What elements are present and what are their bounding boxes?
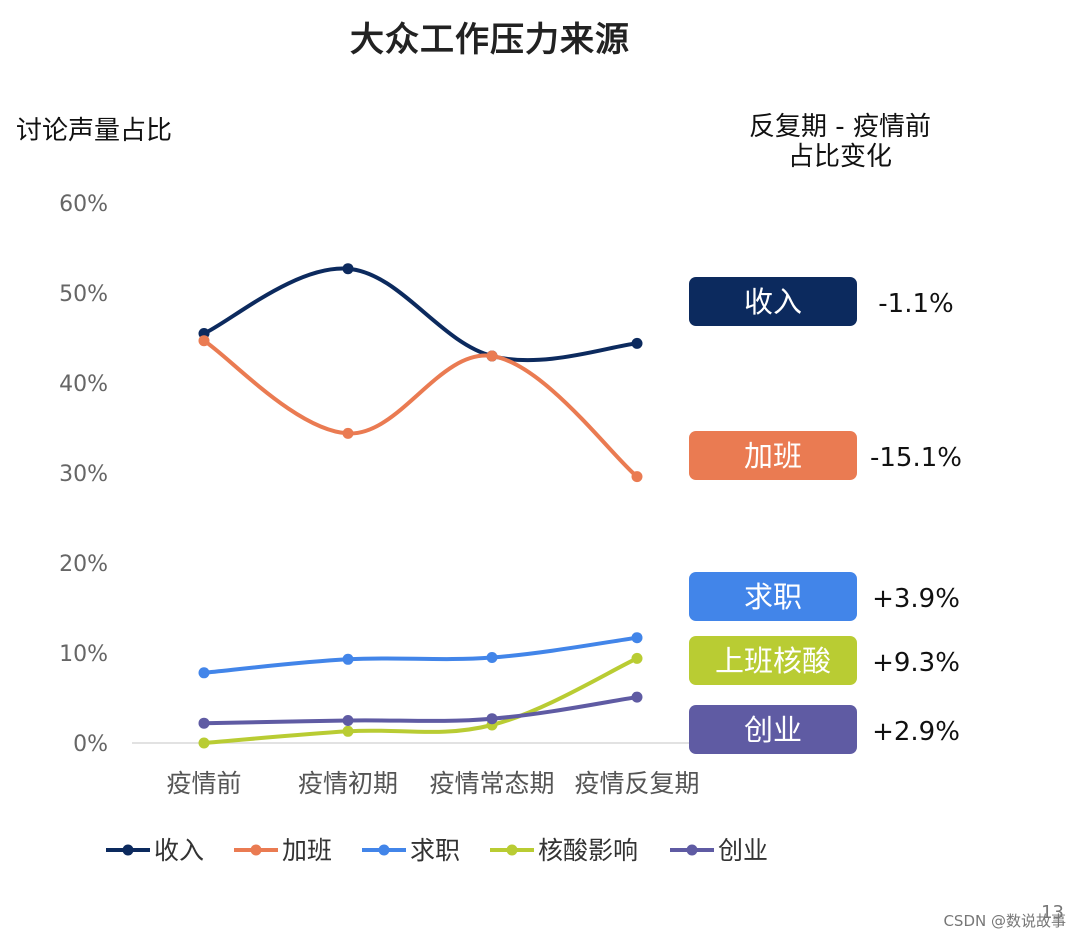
page-number: 13 xyxy=(1041,902,1064,923)
series-badge xyxy=(689,431,857,480)
y-tick-label: 20% xyxy=(59,552,108,577)
x-tick-label: 疫情反复期 xyxy=(574,769,699,798)
legend-marker xyxy=(122,844,134,856)
series-badge-label: 收入 xyxy=(744,285,802,319)
legend-marker xyxy=(250,844,262,856)
series-badge xyxy=(689,277,857,326)
x-tick-label: 疫情前 xyxy=(166,769,241,798)
data-point xyxy=(631,652,643,664)
x-tick-label: 疫情初期 xyxy=(298,769,398,798)
change-caption-line-2: 占比变化 xyxy=(787,142,892,172)
change-value: -15.1% xyxy=(870,443,962,473)
change-value: +2.9% xyxy=(872,717,960,747)
data-point xyxy=(342,263,354,275)
data-point xyxy=(631,632,643,644)
series-badge xyxy=(689,705,857,754)
data-point xyxy=(631,691,643,703)
series-line xyxy=(202,695,639,726)
series-line xyxy=(202,635,639,675)
y-tick-label: 30% xyxy=(59,462,108,487)
series-badge xyxy=(689,572,857,621)
data-point xyxy=(486,713,498,725)
y-tick-label: 60% xyxy=(59,192,108,217)
change-column-caption: 反复期 - 疫情前 占比变化 xyxy=(730,112,950,172)
series-badge-label: 求职 xyxy=(744,580,802,614)
legend-label: 核酸影响 xyxy=(538,836,638,865)
change-value: -1.1% xyxy=(878,289,953,319)
data-point xyxy=(198,717,210,729)
series-line xyxy=(202,656,639,745)
data-point xyxy=(342,725,354,737)
chart-title: 大众工作压力来源 xyxy=(350,20,630,60)
legend-label: 加班 xyxy=(282,836,332,865)
data-point xyxy=(631,337,643,349)
watermark: CSDN @数说故事 xyxy=(943,912,1066,930)
data-point xyxy=(631,471,643,483)
change-value: +3.9% xyxy=(872,584,960,614)
x-tick-label: 疫情常态期 xyxy=(429,769,554,798)
data-point xyxy=(198,737,210,749)
y-tick-label: 50% xyxy=(59,282,108,307)
series-badge-label: 加班 xyxy=(744,439,802,473)
legend-label: 创业 xyxy=(718,836,768,865)
data-point xyxy=(198,667,210,679)
series-badge xyxy=(689,636,857,685)
series-badge-label: 创业 xyxy=(744,713,802,747)
data-point xyxy=(342,653,354,665)
change-caption-line-1: 反复期 - 疫情前 xyxy=(749,112,931,142)
change-value: +9.3% xyxy=(872,648,960,678)
data-point xyxy=(486,652,498,663)
legend-marker xyxy=(378,844,390,856)
y-tick-label: 0% xyxy=(73,732,108,757)
legend-label: 求职 xyxy=(410,836,460,865)
data-point xyxy=(486,350,498,362)
y-axis-caption: 讨论声量占比 xyxy=(16,116,173,146)
data-point xyxy=(342,715,354,726)
y-tick-label: 10% xyxy=(59,642,108,667)
data-point xyxy=(198,335,210,347)
data-point xyxy=(342,427,354,439)
y-tick-label: 40% xyxy=(59,372,108,397)
series-line xyxy=(202,266,639,363)
legend-marker xyxy=(506,844,518,856)
legend-marker xyxy=(686,844,698,856)
series-badge-label: 上班核酸 xyxy=(715,644,831,678)
series-line xyxy=(202,338,639,479)
legend-label: 收入 xyxy=(154,836,204,865)
